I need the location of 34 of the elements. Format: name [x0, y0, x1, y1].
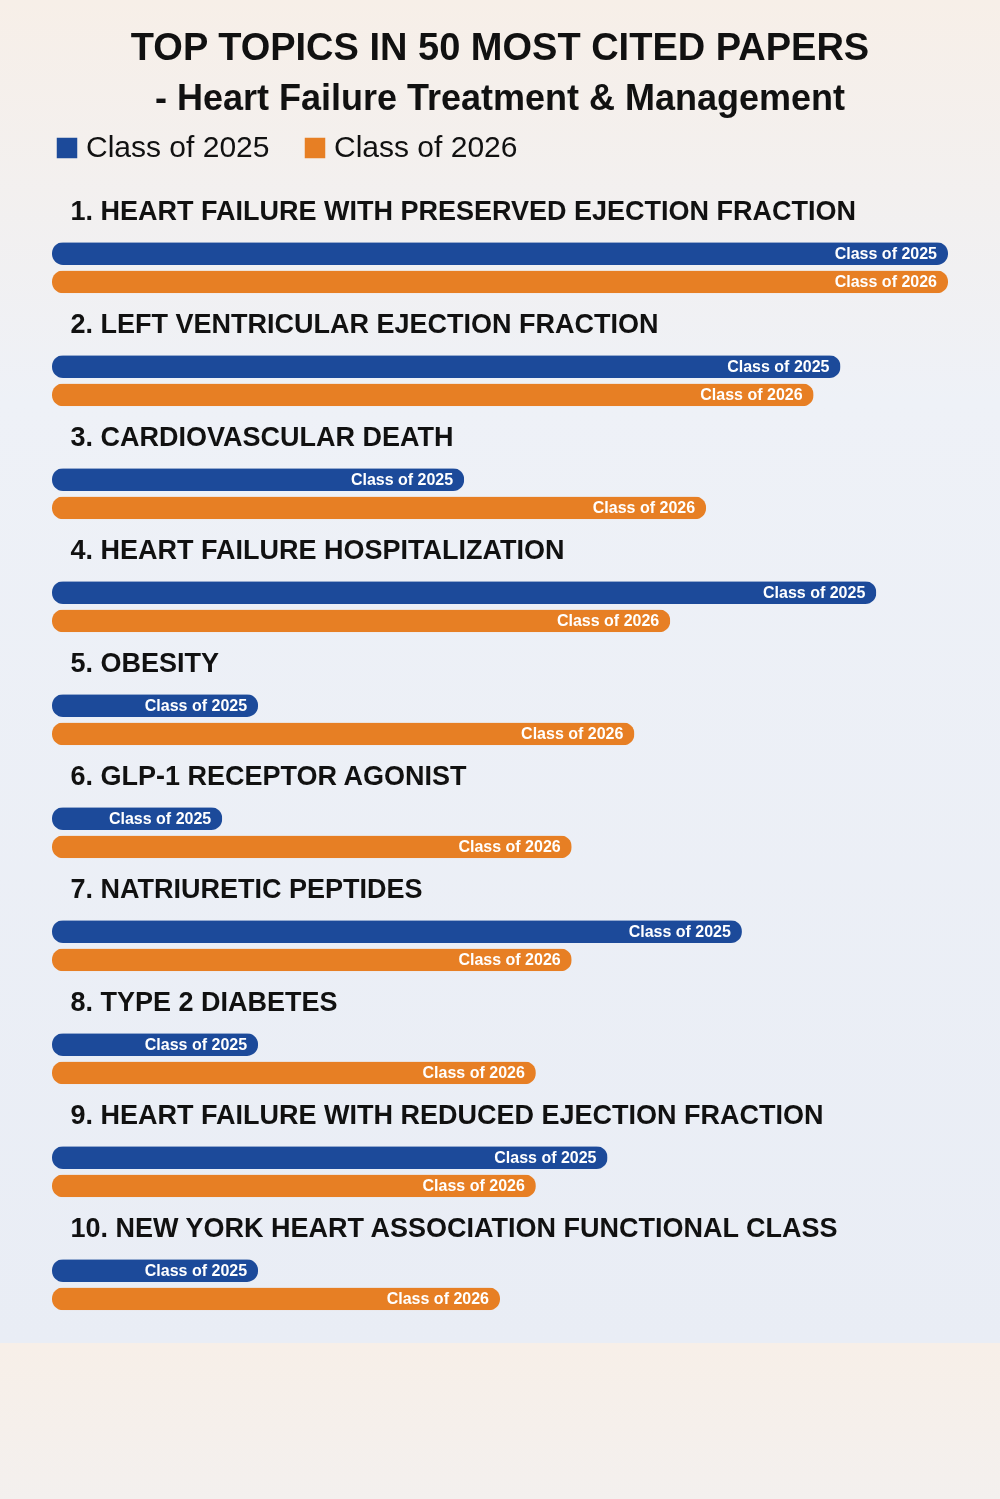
text: Class of 2026 [458, 837, 561, 855]
text: Class of 2025 [108, 809, 212, 827]
text: Class of 2025 [144, 1035, 248, 1053]
text: Class of 2026 [556, 611, 660, 629]
text: Class of 2026 [458, 950, 561, 968]
y-tick-label: 2. LEFT VENTRICULAR EJECTION FRACTION [70, 308, 659, 339]
text: Class of 2026 [386, 1289, 489, 1307]
text: Class of 2025 [144, 1261, 248, 1279]
text: Class of 2026 [700, 385, 803, 403]
text: Class of 2025 [494, 1148, 597, 1166]
text: Class of 2025 [350, 470, 454, 488]
text: Class of 2026 [592, 498, 696, 516]
y-tick-label: 1. HEART FAILURE WITH PRESERVED EJECTION FRACTION [70, 195, 857, 226]
y-tick-label: 7. NATRIURETIC PEPTIDES [70, 873, 423, 904]
y-tick-label: 5. OBESITY [70, 647, 220, 678]
text: Class of 2025 [727, 357, 830, 375]
text: Class of 2026 [422, 1063, 525, 1081]
y-tick-label: 6. GLP-1 RECEPTOR AGONIST [70, 760, 468, 791]
text: Class of 2025 [763, 583, 866, 601]
chart-title: TOP TOPICS IN 50 MOST CITED PAPERS [130, 26, 870, 68]
chart-subtitle: - Heart Failure Treatment & Management [154, 77, 846, 118]
y-tick-label: 3. CARDIOVASCULAR DEATH [70, 421, 454, 452]
y-tick-label: 8. TYPE 2 DIABETES [70, 986, 338, 1017]
y-tick-label: 10. NEW YORK HEART ASSOCIATION FUNCTIONAL CLASS [70, 1212, 838, 1243]
legend-label: Class of 2026 [334, 130, 518, 163]
text: Class of 2026 [834, 272, 937, 290]
text: Class of 2025 [834, 244, 937, 262]
text: Class of 2025 [628, 922, 731, 940]
legend-label: Class of 2025 [86, 130, 270, 163]
y-tick-label: 4. HEART FAILURE HOSPITALIZATION [70, 534, 565, 565]
text: Class of 2026 [521, 724, 624, 742]
y-tick-label: 9. HEART FAILURE WITH REDUCED EJECTION FRACTION [70, 1099, 824, 1130]
text: Class of 2026 [422, 1176, 525, 1194]
text: Class of 2025 [144, 696, 248, 714]
